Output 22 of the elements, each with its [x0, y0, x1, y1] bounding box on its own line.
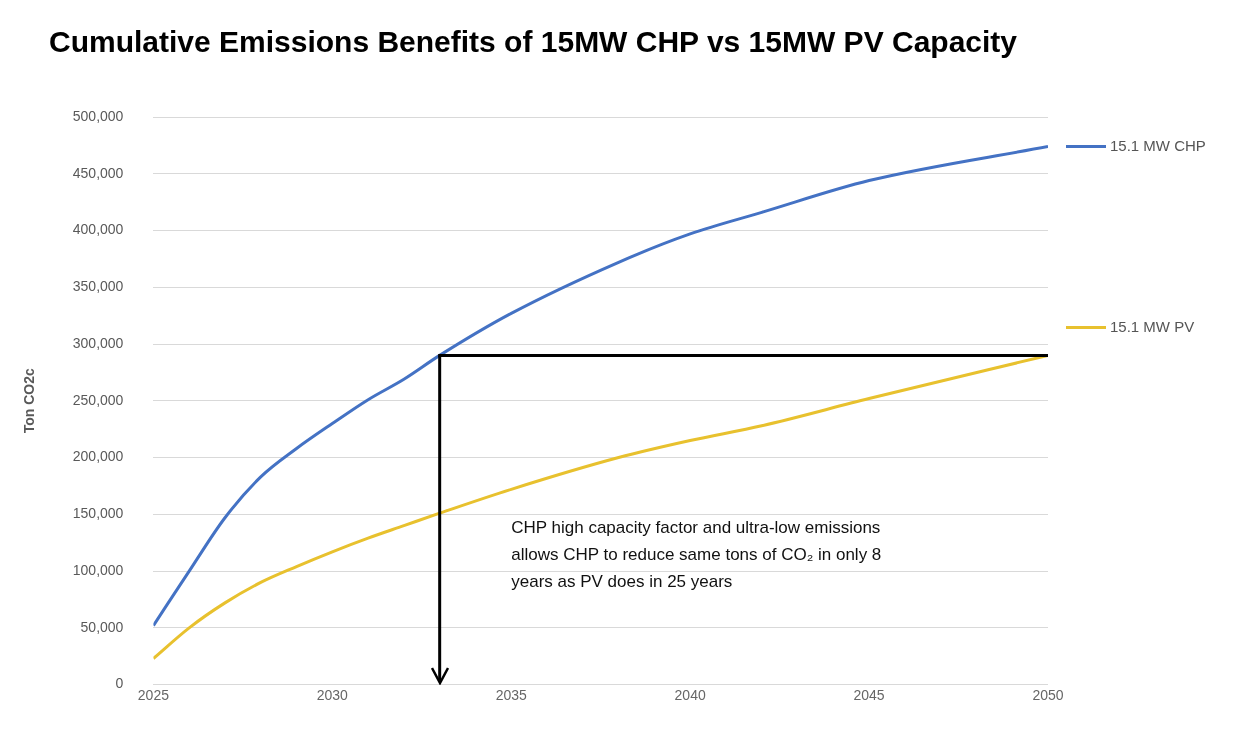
y-tick-label: 500,000 — [72, 107, 124, 124]
x-tick-label: 2030 — [316, 686, 349, 703]
y-tick-label: 350,000 — [72, 278, 124, 295]
y-tick-label: 150,000 — [72, 505, 124, 522]
chart-title: Cumulative Emissions Benefits of 15MW CHP vs 15MW PV Capacity — [48, 25, 1018, 59]
y-tick-label: 400,000 — [72, 221, 124, 238]
y-tick-label: 200,000 — [72, 448, 124, 465]
y-tick-label: 0 — [115, 675, 124, 692]
x-tick-label: 2025 — [137, 686, 170, 703]
x-tick-label: 2035 — [495, 686, 528, 703]
y-tick-label: 250,000 — [72, 391, 124, 408]
y-tick-label: 450,000 — [72, 164, 124, 181]
legend-label: 15.1 MW CHP — [1110, 136, 1206, 154]
y-tick-label: 300,000 — [72, 334, 124, 351]
y-axis-title: Ton CO2c — [21, 368, 38, 434]
x-tick-label: 2050 — [1032, 686, 1064, 703]
x-tick-label: 2045 — [853, 686, 885, 703]
y-tick-label: 50,000 — [80, 618, 124, 635]
annotation: CHP high capacity factor and ultra-low emissions allows CHP to reduce same tons of CO₂ in only 8 years as PV does in 25 years — [511, 518, 882, 592]
x-tick-label: 2040 — [674, 686, 706, 703]
legend-label: 15.1 MW PV — [1110, 317, 1195, 335]
y-tick-label: 100,000 — [72, 561, 124, 578]
